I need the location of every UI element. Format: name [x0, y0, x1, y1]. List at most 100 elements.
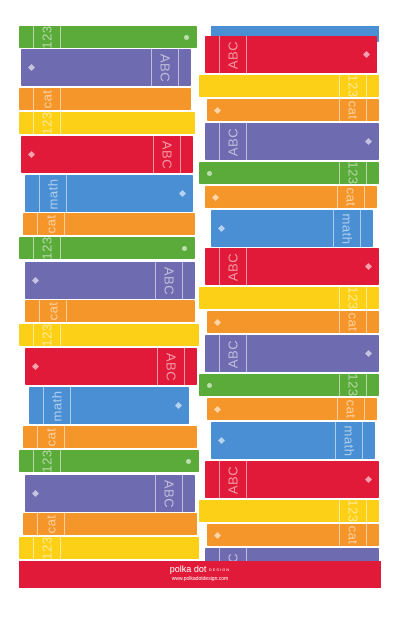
spine-label: 123 — [39, 324, 55, 346]
spine-dot-ornament — [186, 458, 191, 464]
book-spine: ABC — [21, 136, 193, 173]
spine-label-band: 123 — [33, 26, 61, 48]
spine-label: math — [49, 390, 65, 421]
book-spine: ABC — [25, 348, 197, 385]
brand-logo: polka dot DESIGN — [19, 564, 381, 575]
spine-label: cat — [39, 89, 55, 109]
spine-diamond-ornament — [178, 189, 187, 198]
spine-label-band: ABC — [155, 262, 183, 299]
book-spine: cat — [207, 398, 377, 420]
book-spine: 123 — [199, 500, 379, 522]
spine-label-band: cat — [339, 524, 367, 546]
spine-label-band: math — [39, 175, 67, 212]
spine-label-band: 123 — [339, 162, 367, 184]
spine-label: cat — [43, 427, 59, 447]
spine-label: ABC — [157, 53, 173, 82]
spine-label-band: ABC — [219, 36, 247, 73]
spine-label-band: cat — [337, 398, 365, 420]
spine-diamond-ornament — [31, 362, 40, 371]
spine-dot-ornament — [184, 34, 189, 40]
book-spine: math — [25, 175, 193, 212]
spine-diamond-ornament — [213, 405, 222, 413]
spine-diamond-ornament — [213, 531, 222, 539]
spine-label-band: ABC — [151, 49, 179, 86]
spine-label-band: math — [333, 210, 361, 247]
spine-diamond-ornament — [213, 106, 222, 114]
book-spine: cat — [205, 186, 377, 208]
book-spine: 123 — [19, 26, 197, 48]
spine-label: 123 — [39, 537, 55, 559]
book-spine: cat — [23, 513, 197, 535]
book-spine: 123 — [19, 537, 199, 559]
book-spine: ABC — [205, 248, 379, 285]
towel-artwork: 123 ABC cat 123 ABC math cat 123 ABC cat 123 ABC mat… — [19, 26, 381, 588]
spine-label-band: cat — [37, 426, 65, 448]
brand-website: www.polkadotdesign.com — [171, 576, 229, 582]
spine-label: cat — [343, 399, 359, 419]
spine-label: ABC — [161, 479, 177, 508]
book-spine: 123 — [199, 75, 379, 97]
book-spine: cat — [207, 311, 379, 333]
spine-label-band: ABC — [219, 248, 247, 285]
spine-diamond-ornament — [31, 489, 40, 498]
spine-label: ABC — [159, 140, 175, 169]
spine-label: 123 — [345, 75, 361, 97]
spine-diamond-ornament — [31, 276, 40, 285]
spine-diamond-ornament — [362, 50, 371, 59]
spine-label: cat — [345, 525, 361, 545]
spine-label-band: math — [43, 387, 71, 424]
spine-label: ABC — [161, 266, 177, 295]
book-spine: ABC — [21, 49, 191, 86]
spine-label-band: 123 — [339, 287, 367, 309]
spine-dot-ornament — [207, 382, 212, 388]
spine-label: cat — [45, 301, 61, 321]
spine-label-band: ABC — [219, 335, 247, 372]
spine-diamond-ornament — [364, 475, 373, 484]
spine-label: math — [45, 178, 61, 209]
spine-label: 123 — [39, 450, 55, 472]
spine-label-band: 123 — [339, 75, 367, 97]
book-spine: cat — [19, 88, 191, 110]
spine-label-band: cat — [37, 513, 65, 535]
spine-diamond-ornament — [364, 262, 373, 271]
spine-label: cat — [343, 187, 359, 207]
spine-label-band: 123 — [339, 500, 367, 522]
spine-diamond-ornament — [217, 436, 226, 445]
spine-label-band: 123 — [33, 537, 61, 559]
spine-dot-ornament — [182, 245, 187, 251]
spine-label: ABC — [225, 252, 241, 281]
spine-diamond-ornament — [174, 401, 183, 410]
spine-label-band: 123 — [339, 374, 367, 396]
spine-label: cat — [345, 312, 361, 332]
book-spine: ABC — [205, 36, 377, 73]
spine-label-band: 123 — [33, 324, 61, 346]
book-spine: cat — [23, 213, 195, 235]
spine-label-band: cat — [37, 213, 65, 235]
spine-diamond-ornament — [213, 318, 222, 326]
spine-diamond-ornament — [211, 193, 220, 201]
spine-label: 123 — [39, 26, 55, 48]
spine-label-band: cat — [33, 88, 61, 110]
book-spine: ABC — [25, 475, 195, 512]
spine-label: math — [339, 213, 355, 244]
spine-label: 123 — [345, 287, 361, 309]
spine-label-band: ABC — [155, 475, 183, 512]
spine-label-band: cat — [337, 186, 365, 208]
spine-label-band: cat — [39, 300, 67, 322]
spine-label: ABC — [225, 40, 241, 69]
book-spine: 123 — [19, 450, 199, 472]
spine-label-band: cat — [339, 99, 367, 121]
book-spine: ABC — [205, 461, 379, 498]
book-spine: math — [29, 387, 189, 424]
book-spine: 123 — [199, 162, 379, 184]
spine-dot-ornament — [207, 170, 212, 176]
spine-label-band: ABC — [153, 136, 181, 173]
spine-label: 123 — [345, 374, 361, 396]
book-spine: 123 — [199, 374, 379, 396]
book-spine: cat — [207, 524, 379, 546]
book-spine: cat — [25, 300, 195, 322]
spine-label-band: 123 — [33, 450, 61, 472]
spine-diamond-ornament — [217, 224, 226, 233]
spine-label-band: ABC — [219, 461, 247, 498]
book-spine: 123 — [199, 287, 379, 309]
